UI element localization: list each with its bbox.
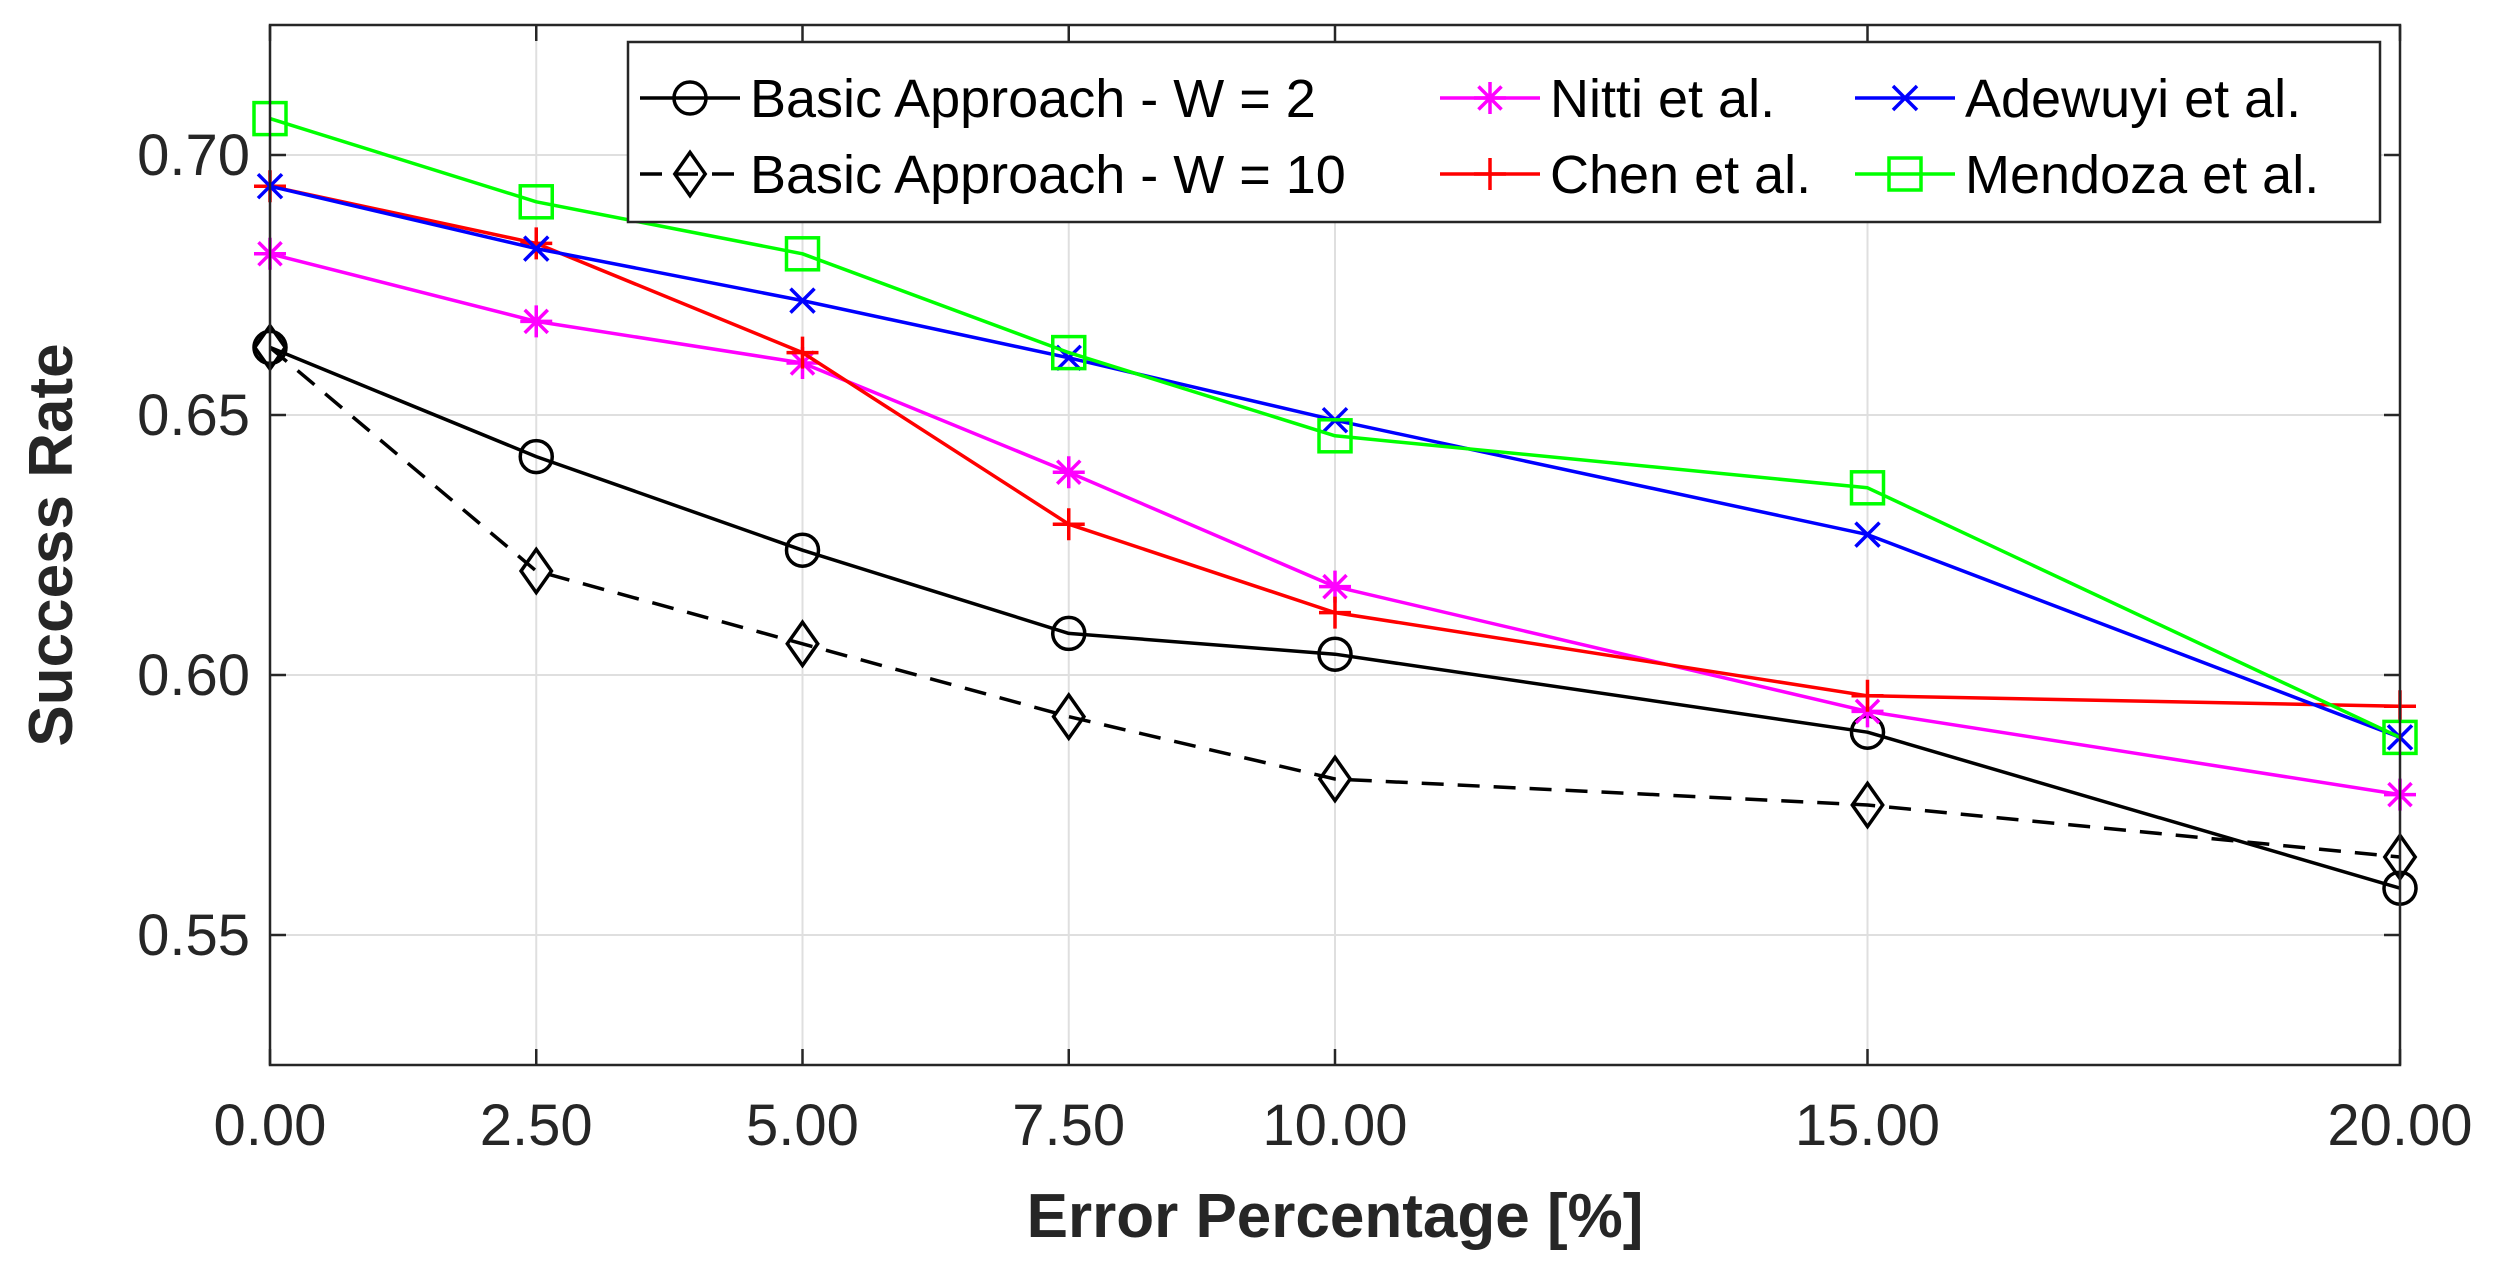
x-tick-label: 10.00: [1262, 1093, 1407, 1158]
legend-label: Nitti et al.: [1550, 69, 1775, 129]
legend-label: Adewuyi et al.: [1965, 69, 2301, 129]
series-line: [269, 345, 2401, 890]
legend-marker: [672, 80, 708, 116]
x-tick-label: 2.50: [480, 1093, 593, 1158]
data-point-marker: [520, 305, 553, 338]
legend-item: Adewuyi et al.: [1855, 69, 2301, 129]
data-point-marker: [518, 184, 554, 220]
series-line: [268, 346, 2401, 859]
data-point-marker: [1051, 334, 1087, 371]
data-point-marker: [1850, 780, 1885, 830]
series-adewuyi-et-al: [256, 172, 2414, 751]
data-point-marker: [1317, 636, 1353, 672]
legend-label: Chen et al.: [1550, 145, 1811, 205]
data-point-marker: [1319, 596, 1351, 629]
legend-marker: [1474, 158, 1506, 190]
legend-label: Basic Approach - W = 10: [750, 145, 1346, 205]
data-point-marker: [1052, 508, 1085, 541]
legend-item: Mendoza et al.: [1855, 145, 2319, 205]
data-point-marker: [1849, 470, 1886, 506]
x-tick-label: 20.00: [2327, 1093, 2472, 1158]
data-point-marker: [784, 236, 821, 272]
legend: Basic Approach - W = 2 Nitti et al. Adewuy…: [626, 40, 2382, 224]
y-tick-label: 0.60: [137, 643, 250, 708]
data-point-marker: [786, 336, 819, 369]
x-tick-label: 15.00: [1795, 1093, 1940, 1158]
legend-label: Mendoza et al.: [1965, 145, 2319, 205]
data-point-marker: [789, 287, 816, 314]
data-point-marker: [1051, 615, 1087, 652]
data-point-marker: [518, 438, 554, 475]
data-point-marker: [1052, 456, 1085, 489]
data-point-marker: [1854, 521, 1881, 548]
x-tick-label: 0.00: [214, 1093, 327, 1158]
data-point-marker: [1051, 691, 1087, 742]
data-point-marker: [785, 619, 820, 669]
legend-item: Nitti et al.: [1440, 69, 1775, 129]
legend-marker: [672, 149, 708, 199]
y-axis-label: Success Rate: [17, 343, 86, 746]
data-point-marker: [523, 235, 550, 262]
y-tick-label: 0.55: [137, 903, 250, 968]
y-tick-label: 0.65: [137, 383, 250, 448]
legend-item: Basic Approach - W = 2: [640, 69, 1316, 129]
series-line: [269, 116, 2401, 739]
legend-label: Basic Approach - W = 2: [750, 69, 1316, 129]
tick-layer: 0.00 2.50 5.00 7.50 10.00 15.00 20.00 0.55 0.60 0…: [137, 25, 2473, 1158]
legend-box: [626, 40, 2382, 224]
data-point-marker: [1317, 418, 1353, 454]
legend-item: Chen et al.: [1440, 145, 1811, 205]
series-mendoza-et-al: [252, 100, 2418, 756]
x-axis-label: Error Percentage [%]: [1027, 1182, 1644, 1251]
data-point-marker: [1851, 679, 1884, 712]
data-point-marker: [1317, 754, 1353, 804]
data-point-marker: [520, 227, 553, 260]
data-point-marker: [518, 546, 554, 596]
x-tick-label: 5.00: [746, 1093, 859, 1158]
legend-marker: [1887, 156, 1923, 192]
legend-item: Basic Approach - W = 10: [640, 145, 1346, 205]
data-point-marker: [1319, 570, 1351, 603]
legend-marker: [1474, 82, 1506, 114]
legend-marker: [1891, 84, 1919, 112]
y-tick-label: 0.70: [137, 123, 250, 188]
x-tick-label: 7.50: [1012, 1093, 1125, 1158]
series-layer: [252, 100, 2418, 906]
series-chen-et-al: [254, 170, 2416, 723]
data-point-marker: [784, 532, 821, 568]
